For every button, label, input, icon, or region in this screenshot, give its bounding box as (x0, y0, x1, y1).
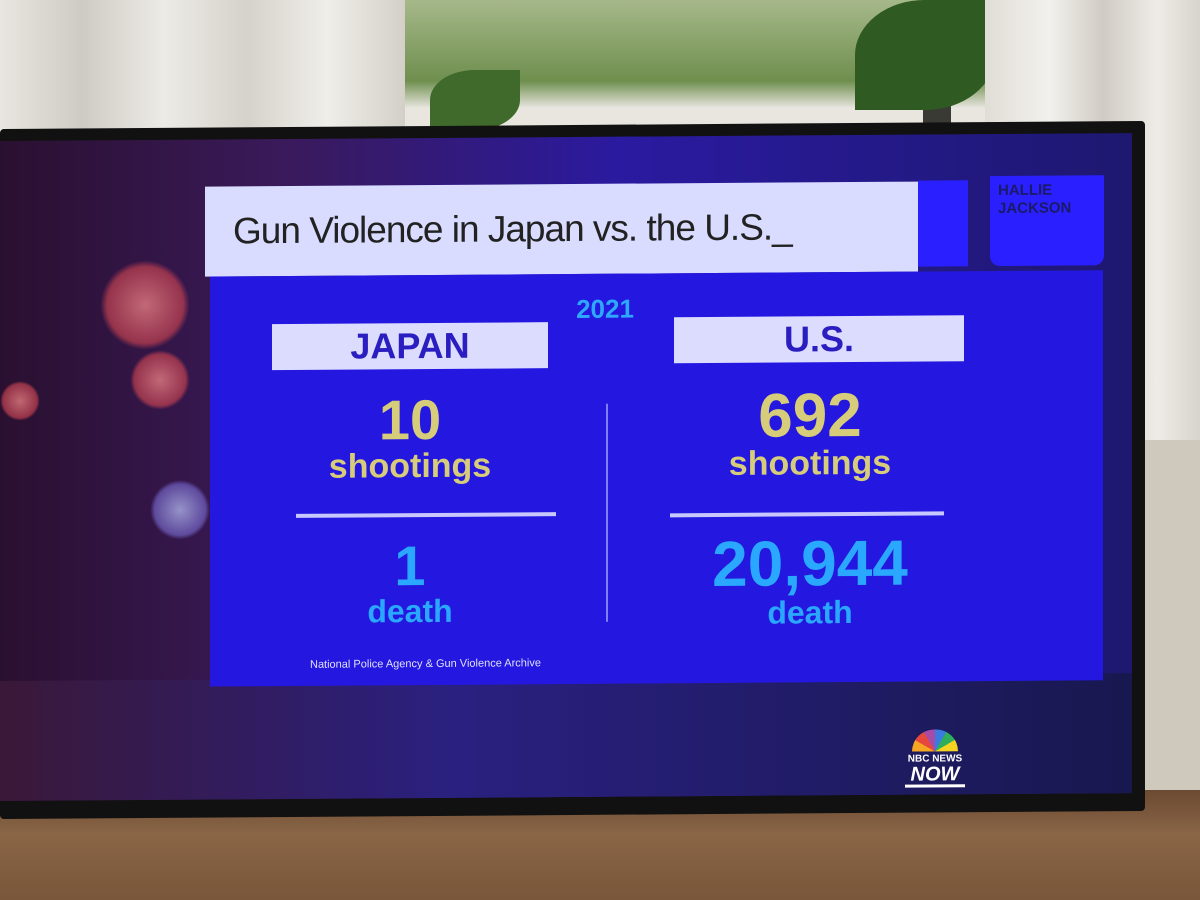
bokeh-light (130, 349, 190, 411)
source-credit: National Police Agency & Gun Violence Ar… (310, 657, 541, 671)
television: Gun Violence in Japan vs. the U.S._ HALL… (0, 121, 1145, 819)
us-shootings-value: 692 (758, 380, 862, 451)
plant-leaf (430, 70, 520, 130)
stats-panel: 2021 JAPAN U.S. 10 shootings 1 death 692… (210, 270, 1103, 687)
plant-leaf (855, 0, 995, 110)
column-divider (606, 403, 608, 622)
title-bar: Gun Violence in Japan vs. the U.S._ (205, 181, 918, 277)
graphic-title: Gun Violence in Japan vs. the U.S._ (233, 206, 792, 252)
us-deaths-value: 20,944 (712, 526, 908, 601)
us-shootings-label: shootings (728, 443, 892, 483)
nbc-news-now-logo: NBC NEWS NOW (905, 729, 965, 788)
us-label: U.S. (674, 315, 964, 364)
japan-shootings-value: 10 (378, 387, 442, 452)
logo-line2: NOW (905, 763, 965, 788)
bokeh-light (150, 479, 210, 540)
us-deaths-label: death (767, 594, 853, 631)
bokeh-light (100, 259, 190, 351)
tv-screen: Gun Violence in Japan vs. the U.S._ HALL… (0, 133, 1132, 801)
japan-shootings-label: shootings (328, 446, 492, 486)
show-logo-text: HALLIE JACKSON (998, 181, 1072, 218)
show-logo: HALLIE JACKSON (918, 175, 1108, 267)
curtain-left (0, 0, 410, 150)
japan-label: JAPAN (272, 322, 548, 371)
window (405, 0, 1000, 135)
us-rule (670, 511, 944, 518)
japan-deaths-label: death (367, 592, 453, 630)
peacock-icon (912, 729, 958, 752)
bokeh-light (0, 380, 40, 421)
japan-rule (296, 512, 556, 518)
japan-deaths-value: 1 (394, 534, 426, 598)
